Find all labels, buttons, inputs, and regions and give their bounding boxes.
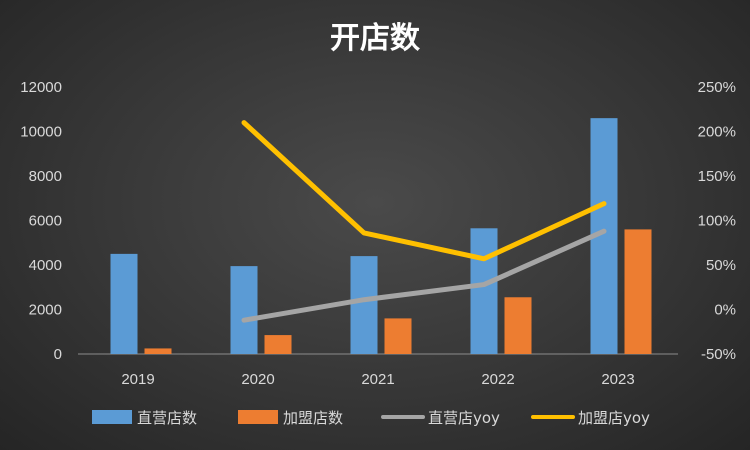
right-tick-label: 0%	[714, 302, 736, 319]
x-tick-label: 2019	[121, 371, 154, 388]
bar-franchise-2021	[384, 318, 412, 354]
x-tick-label: 2021	[361, 371, 394, 388]
legend: 直营店数 加盟店数 直营店yoy 加盟店yoy	[92, 409, 650, 427]
legend-label-2: 直营店yoy	[428, 409, 500, 427]
right-tick-label: 100%	[698, 213, 736, 230]
left-tick-label: 4000	[29, 257, 62, 274]
line-franchise-yoy	[241, 120, 607, 262]
right-tick-label: 200%	[698, 124, 736, 141]
lines-layer	[241, 120, 607, 323]
legend-label-1: 加盟店数	[283, 409, 343, 427]
bar-franchise-2022	[504, 297, 532, 354]
x-tick-label: 2023	[601, 371, 634, 388]
left-tick-label: 8000	[29, 168, 62, 185]
right-tick-label: 250%	[698, 79, 736, 96]
left-tick-label: 6000	[29, 213, 62, 230]
bar-franchise-2023	[624, 229, 652, 354]
x-axis: 2019 2020 2021 2022 2023	[121, 371, 634, 388]
legend-label-3: 加盟店yoy	[578, 409, 650, 427]
right-tick-label: 150%	[698, 168, 736, 185]
left-tick-label: 0	[54, 346, 62, 363]
left-tick-label: 2000	[29, 302, 62, 319]
right-tick-label: -50%	[701, 346, 736, 363]
bar-franchise-2020	[264, 335, 292, 354]
legend-label-0: 直营店数	[137, 409, 197, 427]
bar-direct-2019	[110, 253, 138, 354]
right-tick-label: 50%	[706, 257, 736, 274]
right-axis: -50% 0% 50% 100% 150% 200% 250%	[698, 79, 736, 363]
bar-franchise-2019	[144, 348, 172, 354]
line-direct-yoy	[241, 228, 607, 323]
left-tick-label: 12000	[20, 79, 62, 96]
legend-swatch-1	[238, 410, 278, 424]
x-tick-label: 2022	[481, 371, 514, 388]
x-tick-label: 2020	[241, 371, 274, 388]
bar-direct-2020	[230, 266, 258, 354]
bar-direct-2022	[470, 228, 498, 354]
legend-swatch-0	[92, 410, 132, 424]
left-tick-label: 10000	[20, 124, 62, 141]
chart-title: 开店数	[330, 21, 421, 56]
left-axis: 0 2000 4000 6000 8000 10000 12000	[20, 79, 62, 363]
bar-direct-2021	[350, 256, 378, 354]
